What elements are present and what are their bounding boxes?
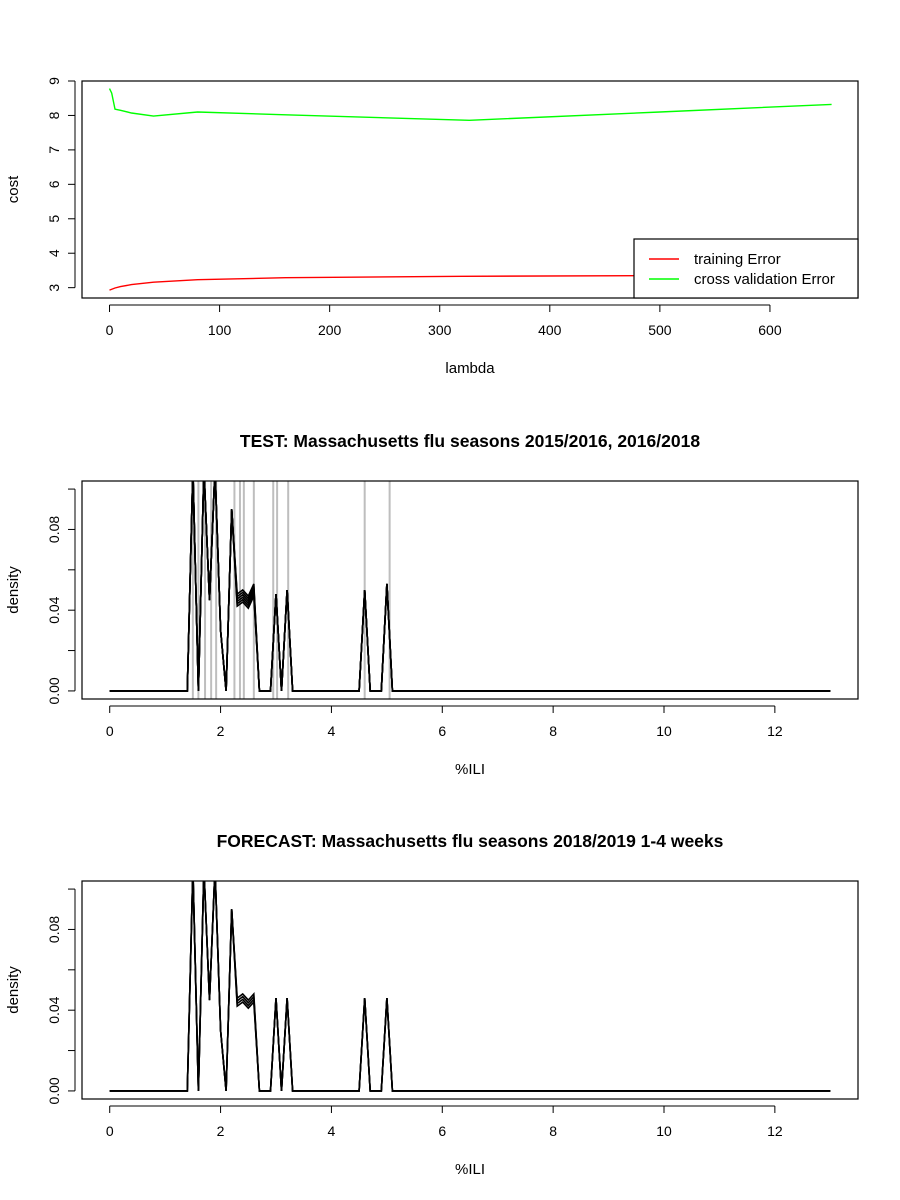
plot-frame (81, 880, 859, 1100)
series-line-1 (108, 88, 832, 122)
x-tick-label: 8 (549, 1123, 557, 1139)
x-tick-label: 10 (656, 723, 672, 739)
legend: training Error cross validation Error (633, 238, 859, 299)
density-line-3 (109, 881, 831, 1092)
y-tick-label: 0.04 (46, 596, 62, 623)
x-tick-label: 12 (767, 723, 783, 739)
x-tick-label: 4 (328, 723, 336, 739)
x-tick-label: 0 (106, 322, 114, 338)
x-tick-label: 0 (106, 1123, 114, 1139)
x-tick-label: 600 (758, 322, 782, 338)
x-tick-label: 300 (428, 322, 452, 338)
density-line-2 (109, 481, 831, 692)
x-tick-label: 4 (328, 1123, 336, 1139)
x-tick-label: 8 (549, 723, 557, 739)
density-line-5 (109, 481, 831, 692)
x-tick-label: 2 (217, 1123, 225, 1139)
density-line-1 (109, 481, 831, 692)
density-line-0 (109, 881, 831, 1092)
legend-label: cross validation Error (694, 271, 835, 288)
x-axis-label: lambda (445, 360, 495, 377)
density-line-3 (109, 481, 831, 692)
series-line-0 (109, 274, 832, 291)
forecast-density-chart: FORECAST: Massachusetts flu seasons 2018… (5, 831, 859, 1178)
y-tick-label: 5 (46, 215, 62, 223)
y-tick-label: 9 (46, 77, 62, 85)
y-axis-label: density (5, 966, 22, 1014)
x-tick-label: 200 (318, 322, 342, 338)
density-line-4 (109, 481, 831, 692)
y-tick-label: 8 (46, 111, 62, 119)
x-tick-label: 10 (656, 1123, 672, 1139)
density-line-1 (109, 881, 831, 1092)
y-axis-label: density (5, 566, 22, 614)
y-tick-label: 0.08 (46, 516, 62, 543)
y-axis-label: cost (5, 175, 22, 203)
x-axis-label: %ILI (455, 1161, 485, 1178)
x-tick-label: 100 (208, 322, 232, 338)
legend-label: training Error (694, 251, 781, 268)
x-tick-label: 6 (438, 723, 446, 739)
y-tick-label: 4 (46, 249, 62, 257)
x-tick-label: 12 (767, 1123, 783, 1139)
y-tick-label: 0.00 (46, 1077, 62, 1104)
plot-frame (81, 80, 859, 299)
chart-title: TEST: Massachusetts flu seasons 2015/201… (240, 431, 700, 451)
y-tick-label: 0.08 (46, 916, 62, 943)
x-tick-label: 500 (648, 322, 672, 338)
x-tick-label: 400 (538, 322, 562, 338)
y-tick-label: 0.00 (46, 677, 62, 704)
plot-frame (81, 480, 859, 700)
y-tick-label: 6 (46, 180, 62, 188)
x-tick-label: 0 (106, 723, 114, 739)
y-tick-label: 7 (46, 146, 62, 154)
density-line-0 (109, 481, 831, 692)
chart-title: FORECAST: Massachusetts flu seasons 2018… (217, 831, 724, 851)
legend-box (633, 238, 859, 299)
density-line-2 (109, 881, 831, 1092)
x-axis-label: %ILI (455, 761, 485, 778)
x-tick-label: 6 (438, 1123, 446, 1139)
test-density-chart: TEST: Massachusetts flu seasons 2015/201… (5, 431, 859, 778)
x-tick-label: 2 (217, 723, 225, 739)
y-tick-label: 0.04 (46, 996, 62, 1023)
y-tick-label: 3 (46, 284, 62, 292)
